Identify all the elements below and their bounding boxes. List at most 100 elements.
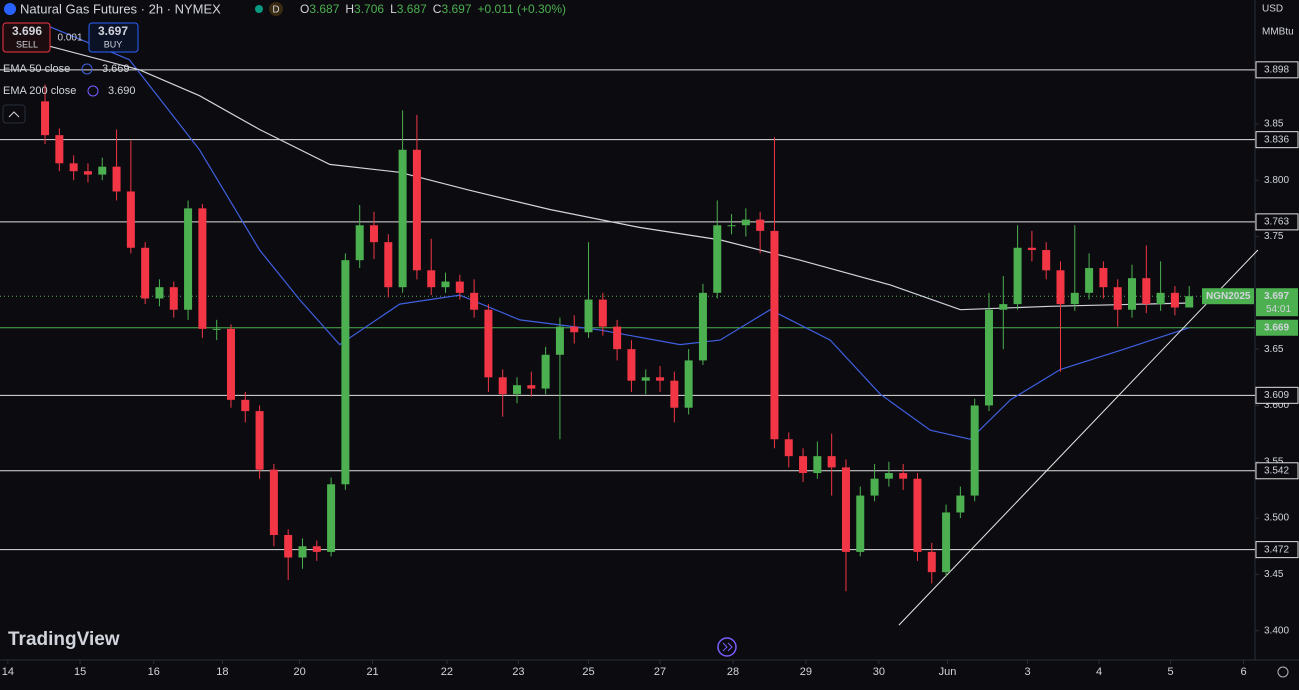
- y-tick-label: 3.85: [1264, 119, 1284, 130]
- candle-body: [369, 225, 378, 243]
- candle-body: [999, 304, 1008, 310]
- candle-body: [870, 478, 879, 496]
- x-tick-label: 5: [1168, 666, 1174, 678]
- candle-body: [341, 260, 350, 485]
- ohlc-value: 3.687: [397, 2, 427, 16]
- candle-body: [684, 360, 693, 408]
- ohlc-key: H: [345, 2, 354, 16]
- candle-body: [83, 171, 92, 175]
- ema-line: [44, 44, 1190, 311]
- candle-body: [513, 385, 522, 395]
- buy-button[interactable]: [88, 22, 139, 53]
- brand: TradingView: [8, 629, 120, 650]
- price-tag-label: 3.697: [1264, 291, 1289, 302]
- candle-body: [913, 478, 922, 552]
- ema50-icon[interactable]: [81, 63, 93, 75]
- level-tag: [1255, 386, 1299, 404]
- x-tick-label: 15: [74, 666, 86, 678]
- y-tick-label: 3.65: [1264, 344, 1284, 355]
- candle-body: [827, 456, 836, 468]
- level-tag-label: 3.472: [1264, 544, 1289, 555]
- candle-body: [727, 225, 736, 227]
- candle-body: [312, 546, 321, 552]
- collapse-button[interactable]: [2, 104, 26, 124]
- candle-body: [613, 326, 622, 350]
- candle-body: [470, 292, 479, 310]
- countdown: 54:01: [1266, 304, 1291, 315]
- candle-body: [713, 225, 722, 293]
- x-tick-label: 16: [148, 666, 160, 678]
- candle-body: [212, 328, 221, 330]
- candle-body: [298, 546, 307, 558]
- x-tick-label: 18: [216, 666, 228, 678]
- candle-body: [555, 326, 564, 355]
- candle-body: [984, 309, 993, 406]
- candle-body: [184, 208, 193, 310]
- candle-body: [126, 191, 135, 248]
- candle-body: [1128, 278, 1137, 310]
- currency[interactable]: USD: [1262, 4, 1283, 15]
- level-tag: [1255, 213, 1299, 231]
- x-tick-label: 23: [512, 666, 524, 678]
- candle-body: [942, 512, 951, 573]
- candle-body: [269, 469, 278, 535]
- interval-badge[interactable]: D: [272, 5, 279, 16]
- y-tick-label: 3.55: [1264, 456, 1284, 467]
- candle-body: [1170, 292, 1179, 308]
- replay-icon[interactable]: [722, 642, 733, 652]
- interval-badge-bg: [269, 2, 283, 16]
- level-tag: [1255, 131, 1299, 149]
- candle-body: [226, 328, 235, 400]
- buy-label[interactable]: BUY: [104, 39, 123, 49]
- candle-body: [112, 166, 121, 192]
- candle-body: [756, 219, 765, 231]
- candle-body: [770, 230, 779, 440]
- price-tag: [1256, 288, 1298, 317]
- buy-price[interactable]: 3.697: [98, 24, 128, 38]
- symbol-logo[interactable]: [4, 3, 16, 15]
- sell-button[interactable]: [2, 22, 51, 53]
- candle-body: [884, 473, 893, 479]
- ema-line: [44, 24, 1190, 440]
- unit[interactable]: MMBtu: [1262, 27, 1294, 38]
- ema-price-tag: [1256, 319, 1298, 336]
- candle-body: [627, 349, 636, 381]
- candle-body: [856, 495, 865, 552]
- candle-body: [327, 484, 336, 552]
- candle-body: [255, 411, 264, 470]
- ohlc-value: 3.706: [354, 2, 384, 16]
- candle-body: [899, 473, 908, 479]
- collapse-icon[interactable]: [8, 111, 20, 118]
- ema50-label[interactable]: EMA 50 close: [3, 63, 70, 75]
- candle-body: [41, 101, 50, 136]
- level-tag-label: 3.609: [1264, 390, 1289, 401]
- candle-body: [698, 292, 707, 361]
- candle-body: [956, 495, 965, 513]
- candle-body: [98, 166, 107, 175]
- candle-body: [241, 399, 250, 412]
- candle-body: [641, 377, 650, 381]
- level-tag-label: 3.898: [1264, 64, 1289, 75]
- replay-button[interactable]: [717, 637, 737, 657]
- x-tick-label: Jun: [939, 666, 957, 678]
- sell-price[interactable]: 3.696: [12, 24, 42, 38]
- symbol-tag: [1202, 288, 1254, 305]
- candle-body: [1056, 270, 1065, 305]
- level-tag: [1255, 541, 1299, 559]
- symbol-tag-label: NGN2025: [1206, 291, 1251, 302]
- candle-body: [927, 551, 936, 573]
- ohlc-value: 3.687: [309, 2, 339, 16]
- symbol-title[interactable]: Natural Gas Futures · 2h · NYMEX: [20, 1, 221, 16]
- sell-label[interactable]: SELL: [16, 39, 38, 49]
- ema-price-tag-label: 3.669: [1264, 322, 1289, 333]
- x-tick-label: 14: [2, 666, 14, 678]
- ema200-icon[interactable]: [87, 85, 99, 97]
- market-status: [255, 5, 263, 13]
- ema200-value: 3.690: [108, 85, 136, 97]
- settings-button[interactable]: [1277, 666, 1289, 678]
- ema200-label[interactable]: EMA 200 close: [3, 85, 76, 97]
- candle-body: [570, 326, 579, 333]
- candle-body: [141, 247, 150, 299]
